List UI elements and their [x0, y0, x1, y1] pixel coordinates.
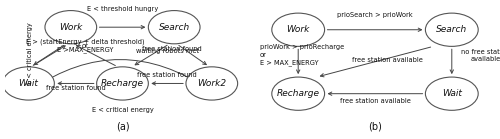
Text: Work: Work: [59, 23, 82, 32]
Text: Recharge: Recharge: [101, 79, 144, 88]
Text: Wait: Wait: [442, 89, 462, 98]
Ellipse shape: [426, 13, 478, 46]
Text: free station found: free station found: [142, 46, 202, 52]
Text: free station found: free station found: [46, 85, 106, 91]
Text: Wait: Wait: [18, 79, 38, 88]
Text: Work: Work: [286, 25, 310, 34]
Text: E > (startEnergy + delta threshold): E > (startEnergy + delta threshold): [26, 38, 144, 44]
Ellipse shape: [2, 67, 54, 100]
Text: Work2: Work2: [197, 79, 226, 88]
Text: E < critical energy: E < critical energy: [92, 107, 154, 113]
Text: free station available: free station available: [352, 57, 422, 63]
Text: Recharge: Recharge: [276, 89, 320, 98]
Text: (a): (a): [116, 122, 130, 132]
Text: E < critical energy: E < critical energy: [26, 22, 32, 84]
Ellipse shape: [426, 77, 478, 110]
Text: E < threshold hungry: E < threshold hungry: [87, 6, 158, 12]
Text: prioWork > prioRecharge
or
E > MAX_ENERGY: prioWork > prioRecharge or E > MAX_ENERG…: [260, 44, 344, 66]
Text: no free station
available: no free station available: [461, 49, 500, 62]
Ellipse shape: [272, 13, 324, 46]
Ellipse shape: [272, 77, 324, 110]
Text: (b): (b): [368, 122, 382, 132]
Text: free station found: free station found: [138, 72, 197, 78]
Ellipse shape: [96, 67, 148, 100]
Text: or: or: [82, 43, 88, 49]
Text: prioSearch > prioWork: prioSearch > prioWork: [337, 12, 413, 18]
Text: waiting robots met: waiting robots met: [136, 49, 199, 54]
Text: Search: Search: [158, 23, 190, 32]
Text: E >MAX_ENERGY: E >MAX_ENERGY: [56, 46, 113, 53]
Ellipse shape: [148, 11, 200, 44]
Ellipse shape: [186, 67, 238, 100]
Ellipse shape: [45, 11, 96, 44]
Text: Search: Search: [436, 25, 468, 34]
Text: free station available: free station available: [340, 98, 410, 104]
